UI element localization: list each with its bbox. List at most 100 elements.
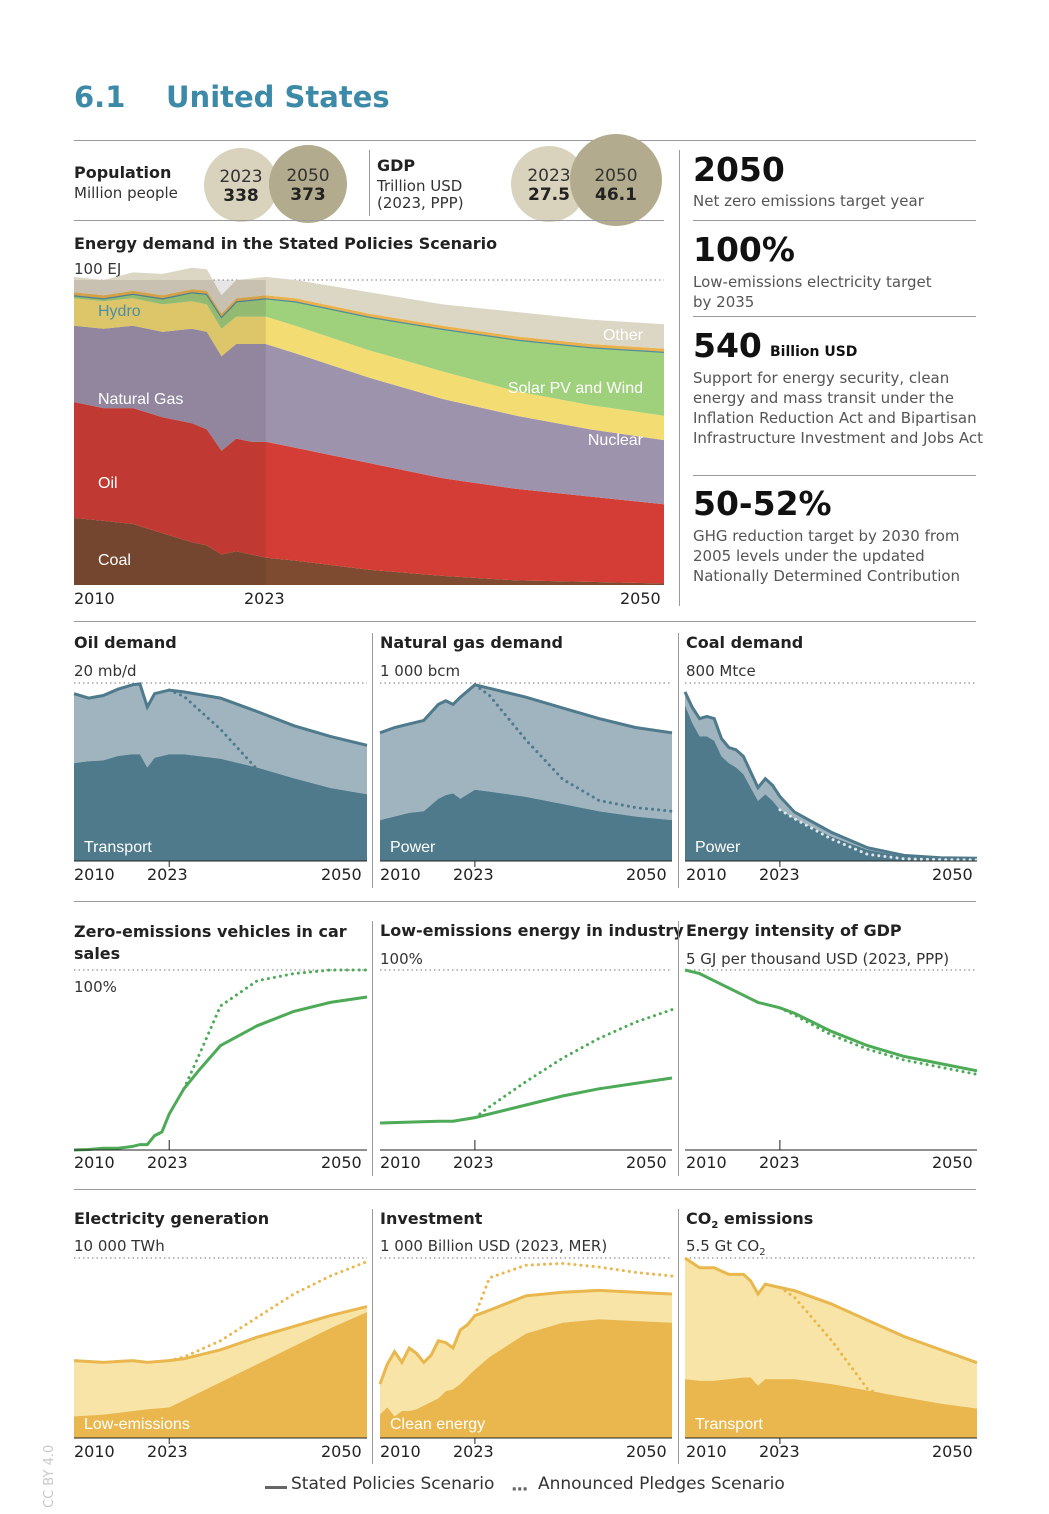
- intensity-unit: 5 GJ per thousand USD (2023, PPP): [686, 950, 950, 968]
- stats-column-divider: [679, 150, 680, 606]
- col-divider-r3b: [678, 921, 679, 1176]
- gas-stated-line: [379, 683, 673, 735]
- industry-stated-line: [379, 1076, 673, 1125]
- coal-inner-area: [685, 705, 977, 861]
- gdp-2050-circle: 2050 46.1: [570, 134, 662, 226]
- stat-divider-1: [693, 220, 976, 221]
- legend-announced: Announced Pledges Scenario: [538, 1474, 785, 1494]
- intensity-x-tick-2050: 2050: [932, 1153, 973, 1172]
- gdp-year2: 2050: [594, 166, 638, 186]
- energy-demand-chart: Coal Oil Natural Gas Nuclear Solar PV and Wi…: [73, 267, 665, 585]
- intensity-pledges-line: [778, 1006, 979, 1076]
- zev-pledges-line: [182, 968, 369, 1091]
- population-label: Population: [74, 163, 172, 182]
- zev-x-tick-2050: 2050: [321, 1153, 362, 1172]
- stat-net-zero-text: Net zero emissions target year: [693, 192, 924, 210]
- invest-x-tick-2010: 2010: [380, 1442, 421, 1461]
- coal-demand-unit: 800 Mtce: [686, 662, 756, 680]
- population-year2: 2050: [286, 166, 330, 186]
- industry-unit: 100%: [380, 950, 423, 968]
- gas-demand-title: Natural gas demand: [380, 633, 563, 652]
- kpi-bottom-divider: [74, 220, 664, 221]
- elec-x-tick-2050: 2050: [321, 1442, 362, 1461]
- zev-unit: 100%: [74, 978, 117, 996]
- power-label: Power: [390, 839, 436, 856]
- transport-label: Transport: [84, 839, 152, 856]
- transport-label: Transport: [695, 1416, 763, 1433]
- stat-ghg-value: 50-52%: [693, 484, 832, 523]
- gdp-unit-line1: Trillion USD: [377, 177, 463, 195]
- population-value1: 338: [223, 186, 259, 206]
- invest-x-tick-2050: 2050: [626, 1442, 667, 1461]
- oil-x-tick-2010: 2010: [74, 865, 115, 884]
- coal-area: [74, 517, 664, 585]
- historical-shade: [74, 280, 266, 585]
- co2-inner-area: [685, 1377, 977, 1438]
- hydro-area: [74, 289, 664, 352]
- investment-title: Investment: [380, 1209, 483, 1228]
- solar-wind-area: [74, 292, 664, 416]
- elec-inner-area: [74, 1312, 367, 1438]
- col-divider-r4a: [372, 1209, 373, 1464]
- co2-title: CO2 emissions: [686, 1209, 814, 1232]
- stat-net-zero-value: 2050: [693, 150, 785, 189]
- oil-label: Oil: [98, 475, 118, 492]
- solar-wind-label: Solar PV and Wind: [508, 380, 643, 397]
- population-value2: 373: [290, 185, 326, 205]
- energy-demand-title: Energy demand in the Stated Policies Sce…: [74, 234, 498, 253]
- co2-x-tick-2010: 2010: [686, 1442, 727, 1461]
- coal-label: Coal: [98, 552, 131, 569]
- co2-x-tick-2023: 2023: [759, 1442, 800, 1461]
- gas-x-tick-2010: 2010: [380, 865, 421, 884]
- oil-inner-area: [74, 754, 367, 861]
- gdp-value2: 46.1: [595, 185, 637, 205]
- kpi-divider: [369, 150, 370, 216]
- energy-demand-unit: 100 EJ: [74, 260, 122, 278]
- co2-pledges-line: [778, 1286, 906, 1407]
- gas-x-tick-2050: 2050: [626, 865, 667, 884]
- gas-demand-chart: Power: [379, 682, 674, 867]
- co2-unit: 5.5 Gt CO2: [686, 1237, 766, 1258]
- gdp-unit-line2: (2023, PPP): [377, 194, 464, 212]
- natural-gas-label: Natural Gas: [98, 391, 183, 408]
- row-divider-3: [74, 1189, 976, 1190]
- oil-demand-chart: Transport: [73, 682, 368, 867]
- gas-demand-unit: 1 000 bcm: [380, 662, 461, 680]
- row-divider-1: [74, 621, 976, 622]
- coal-x-tick-2010: 2010: [686, 865, 727, 884]
- gas-pledges-line: [473, 683, 674, 813]
- stat-investment-value: 540: [693, 326, 762, 365]
- license-label: CC BY 4.0: [42, 1444, 57, 1508]
- intensity-title: Energy intensity of GDP: [686, 921, 902, 940]
- legend-stated: Stated Policies Scenario: [291, 1474, 495, 1494]
- stat-electricity-value: 100%: [693, 230, 795, 269]
- coal-stated-line: [683, 691, 978, 860]
- industry-x-tick-2010: 2010: [380, 1153, 421, 1172]
- electricity-title: Electricity generation: [74, 1209, 270, 1228]
- industry-title: Low-emissions energy in industry: [380, 921, 684, 940]
- energy-x-tick-2023: 2023: [244, 589, 285, 608]
- electricity-chart: Low-emissions: [73, 1257, 369, 1444]
- elec-total-area: [74, 1306, 367, 1417]
- page-title: United States: [166, 80, 390, 114]
- legend-dotted-swatch: ···: [511, 1480, 528, 1500]
- coal-x-tick-2050: 2050: [932, 865, 973, 884]
- coal-pledges-line: [778, 808, 979, 862]
- coal-demand-title: Coal demand: [686, 633, 804, 652]
- legend-solid-swatch: [265, 1486, 287, 1489]
- population-year1: 2023: [219, 167, 263, 187]
- oil-area: [74, 402, 664, 584]
- industry-chart: [379, 969, 674, 1151]
- col-divider-r3a: [372, 921, 373, 1176]
- oil-total-area: [74, 683, 367, 795]
- nuclear-label: Nuclear: [588, 432, 644, 449]
- population-unit: Million people: [74, 184, 178, 202]
- intensity-x-tick-2023: 2023: [759, 1153, 800, 1172]
- energy-x-tick-2050: 2050: [620, 589, 661, 608]
- invest-inner-area: [380, 1319, 672, 1438]
- stat-investment-text: Support for energy security, clean energ…: [693, 369, 983, 447]
- section-number: 6.1: [74, 80, 126, 114]
- industry-x-tick-2023: 2023: [453, 1153, 494, 1172]
- invest-x-tick-2023: 2023: [453, 1442, 494, 1461]
- oil-demand-title: Oil demand: [74, 633, 177, 652]
